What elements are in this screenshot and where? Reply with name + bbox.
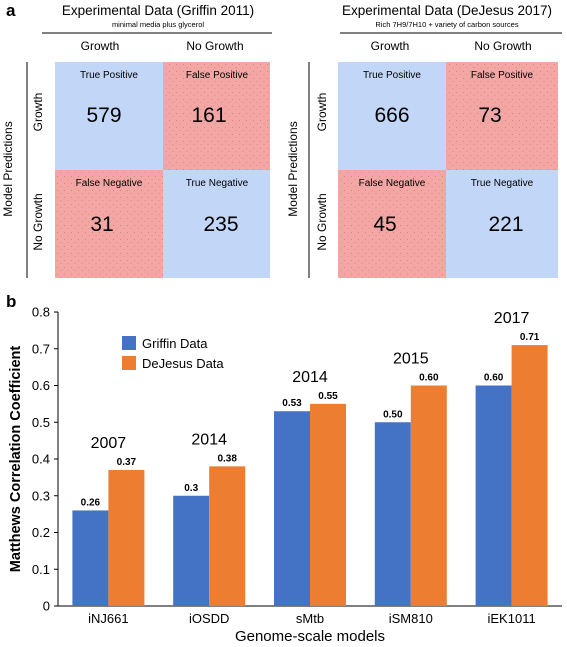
cell-value: 45 (373, 213, 396, 236)
cell-true-positive: True Positive 579 (55, 62, 163, 170)
x-tick-label: iOSDD (189, 611, 229, 626)
x-axis-title: Genome-scale models (235, 628, 385, 645)
legend-label: DeJesus Data (142, 356, 224, 371)
bar-dejesus-data (310, 403, 346, 606)
bar-value-label: 0.37 (117, 457, 137, 468)
y-tick-label: 0.2 (32, 525, 50, 540)
x-tick-label: iEK1011 (488, 611, 536, 626)
column-label-no-growth: No Growth (186, 39, 243, 53)
matrix-title: Experimental Data (Griffin 2011) (62, 3, 254, 18)
cell-value: 31 (90, 213, 113, 236)
matrix-title: Experimental Data (DeJesus 2017) (342, 3, 552, 18)
row-label-no-growth: No Growth (315, 193, 329, 250)
cell-background (55, 62, 163, 170)
row-label-no-growth: No Growth (31, 193, 45, 250)
bar-dejesus-data (511, 345, 548, 606)
cell-stipple (338, 170, 446, 278)
year-annotation: 2007 (91, 435, 127, 452)
x-tick-label: sMtb (296, 611, 324, 626)
bar-value-label: 0.50 (383, 409, 403, 420)
cell-value: 666 (374, 104, 409, 127)
bar-griffin-data (374, 422, 411, 606)
bar-griffin-data (274, 411, 310, 606)
year-annotation: 2014 (191, 431, 227, 448)
cell-label: True Negative (186, 178, 249, 189)
bar-value-label: 0.71 (520, 332, 540, 343)
y-tick-label: 0.5 (32, 415, 50, 430)
bar-dejesus-data (410, 385, 447, 606)
matrix-subtitle: Rich 7H9/7H10 + variety of carbon source… (375, 20, 518, 29)
cell-label: True Positive (80, 70, 138, 81)
x-tick-label: iNJ661 (88, 611, 128, 626)
y-tick-label: 0 (43, 599, 50, 614)
cell-value: 579 (86, 104, 121, 127)
x-tick-label: iSM810 (389, 611, 433, 626)
confusion-matrix-griffin: Experimental Data (Griffin 2011) minimal… (1, 3, 272, 278)
cell-label: False Positive (186, 70, 249, 81)
bar-griffin-data (173, 495, 210, 606)
y-tick-label: 0.6 (32, 378, 50, 393)
cell-true-positive: True Positive 666 (338, 62, 446, 170)
bar-value-label: 0.60 (484, 373, 504, 384)
cell-stipple (446, 62, 558, 170)
panel-b-label: b (6, 292, 16, 311)
cell-false-positive: False Positive 73 (446, 62, 558, 170)
cell-value: 221 (488, 213, 523, 236)
bar-value-label: 0.55 (318, 391, 338, 402)
legend-swatch (122, 336, 136, 350)
legend-label: Griffin Data (142, 336, 208, 351)
cell-label: False Negative (76, 178, 143, 189)
bar-griffin-data (475, 385, 512, 606)
row-label-growth: Growth (31, 93, 45, 132)
column-label-growth: Growth (81, 39, 120, 53)
cell-value: 73 (478, 104, 501, 127)
cell-background (163, 170, 270, 278)
y-tick-label: 0.7 (32, 341, 50, 356)
cell-label: False Negative (359, 178, 426, 189)
column-label-no-growth: No Growth (474, 39, 531, 53)
bar-chart: 0 0.1 0.2 0.3 0.4 0.5 0.6 0.7 0.8 Matthews Correl… (8, 305, 562, 645)
cell-false-positive: False Positive 161 (163, 62, 270, 170)
legend-swatch (122, 356, 136, 370)
bar-value-label: 0.3 (184, 483, 198, 494)
cell-value: 235 (203, 213, 238, 236)
cell-stipple (163, 62, 270, 170)
cell-label: True Positive (363, 70, 421, 81)
cell-background (446, 170, 558, 278)
year-annotation: 2015 (393, 351, 429, 368)
year-annotation: 2014 (292, 369, 328, 386)
y-tick-label: 0.3 (32, 488, 50, 503)
cell-background (338, 62, 446, 170)
matrix-subtitle: minimal media plus glycerol (112, 20, 204, 29)
bar-value-label: 0.38 (217, 453, 237, 464)
cell-false-negative: False Negative 45 (338, 170, 446, 278)
cell-true-negative: True Negative 221 (446, 170, 558, 278)
column-label-growth: Growth (371, 39, 410, 53)
cell-false-negative: False Negative 31 (55, 170, 163, 278)
y-tick-label: 0.8 (32, 305, 50, 320)
bar-value-label: 0.53 (282, 398, 302, 409)
bar-dejesus-data (209, 466, 246, 606)
row-axis-title: Model Predictions (1, 121, 15, 216)
panel-a-label: a (6, 1, 16, 20)
bar-value-label: 0.26 (81, 497, 101, 508)
y-tick-label: 0.1 (32, 562, 50, 577)
y-axis-title: Matthews Correlation Coefficient (8, 346, 24, 573)
row-label-growth: Growth (315, 93, 329, 132)
cell-label: True Negative (471, 178, 534, 189)
cell-stipple (55, 170, 163, 278)
bar-value-label: 0.60 (419, 373, 439, 384)
cell-label: False Positive (471, 70, 534, 81)
cell-true-negative: True Negative 235 (163, 170, 270, 278)
bar-griffin-data (72, 510, 109, 606)
bar-dejesus-data (108, 470, 145, 606)
cell-value: 161 (191, 104, 226, 127)
year-annotation: 2017 (494, 310, 530, 327)
y-tick-label: 0.4 (32, 452, 50, 467)
confusion-matrix-dejesus: Experimental Data (DeJesus 2017) Rich 7H… (286, 3, 562, 278)
row-axis-title: Model Predictions (286, 121, 300, 216)
